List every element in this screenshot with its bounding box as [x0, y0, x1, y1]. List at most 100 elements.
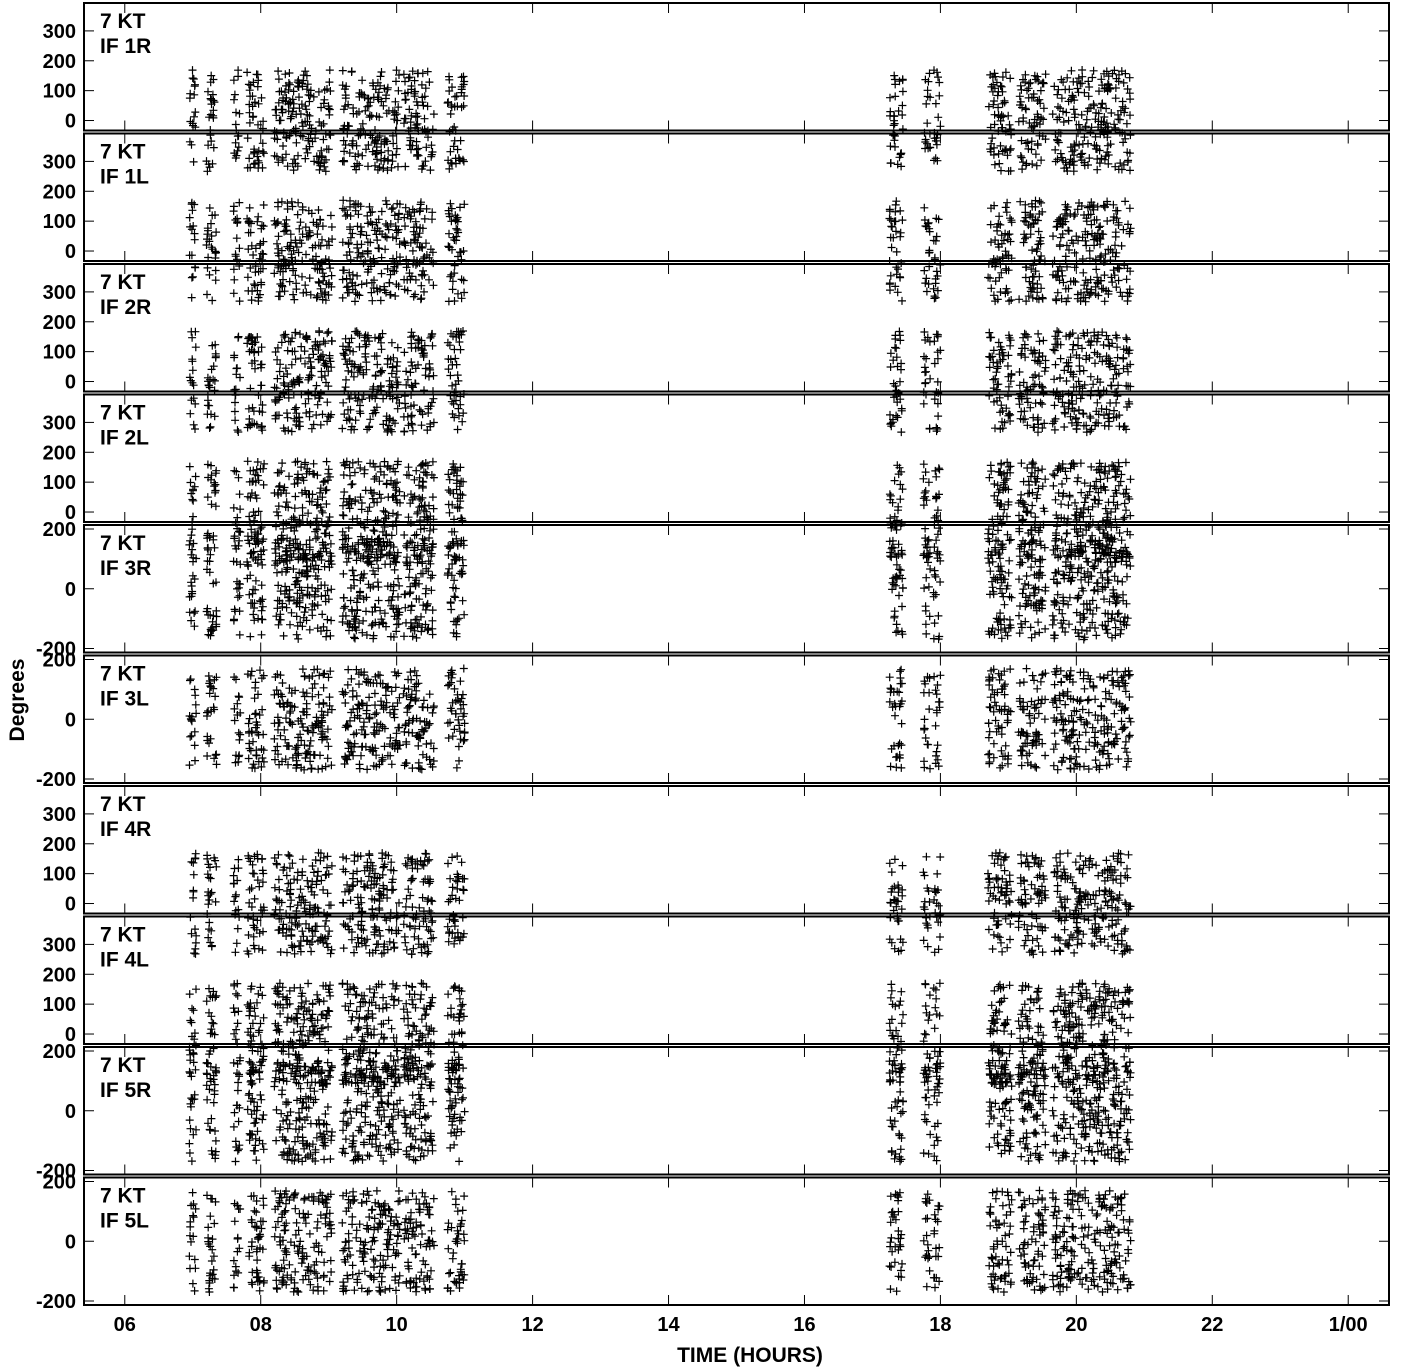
data-point — [338, 424, 347, 433]
data-point — [353, 290, 362, 299]
data-point — [997, 166, 1005, 175]
data-point — [363, 238, 372, 247]
data-point — [346, 255, 355, 264]
data-point — [230, 275, 239, 284]
data-point — [445, 229, 453, 238]
data-point — [404, 463, 413, 472]
data-point — [338, 511, 347, 519]
data-point — [393, 116, 402, 125]
data-point — [390, 108, 399, 117]
data-point — [1016, 81, 1025, 90]
data-point — [1113, 206, 1122, 215]
data-point — [207, 232, 216, 240]
data-point — [1080, 498, 1089, 507]
data-point — [204, 672, 213, 680]
data-point — [1021, 273, 1030, 282]
data-point — [363, 94, 372, 103]
data-point — [1034, 428, 1042, 437]
data-point — [413, 238, 422, 247]
data-point — [420, 253, 429, 261]
data-point — [989, 346, 998, 355]
data-point — [394, 103, 403, 112]
data-point — [412, 633, 421, 642]
data-point — [372, 218, 381, 227]
data-point — [1088, 73, 1097, 82]
data-point — [1091, 144, 1100, 153]
data-point — [400, 348, 409, 357]
data-point — [366, 208, 375, 217]
data-point — [257, 93, 266, 102]
data-point — [379, 164, 388, 173]
data-point — [990, 120, 999, 129]
data-point — [254, 212, 263, 221]
data-point — [421, 84, 430, 93]
data-point — [1059, 278, 1068, 287]
data-point — [991, 236, 1000, 245]
data-point — [325, 78, 334, 87]
data-point — [1005, 297, 1014, 306]
data-point — [250, 148, 259, 157]
data-point — [1062, 474, 1071, 483]
data-point — [1019, 158, 1027, 167]
data-point — [313, 292, 322, 300]
data-point — [1115, 70, 1123, 79]
data-point — [318, 508, 327, 517]
data-point — [1071, 210, 1079, 219]
data-point — [321, 167, 330, 176]
data-point — [1038, 424, 1047, 432]
data-point — [368, 494, 377, 503]
data-point — [1099, 201, 1108, 210]
data-point — [298, 272, 306, 281]
data-point — [1102, 84, 1111, 92]
data-point — [1049, 481, 1058, 490]
data-point — [412, 121, 421, 129]
data-point — [1038, 465, 1047, 474]
data-point — [1067, 564, 1076, 573]
data-point — [1053, 135, 1061, 144]
data-point — [898, 87, 907, 96]
data-point — [1036, 233, 1045, 242]
data-point — [254, 164, 263, 172]
data-point — [311, 134, 320, 143]
data-point — [1015, 368, 1024, 376]
data-point — [1019, 117, 1028, 126]
data-point — [289, 166, 298, 175]
data-point — [254, 99, 263, 108]
data-point — [211, 266, 220, 275]
data-point — [283, 205, 292, 213]
data-point — [372, 146, 381, 155]
data-point — [922, 274, 931, 283]
data-point — [991, 424, 999, 433]
data-point — [414, 69, 423, 78]
data-point — [1091, 255, 1100, 264]
data-point — [1017, 153, 1026, 162]
data-point — [935, 465, 944, 474]
data-point — [394, 210, 403, 219]
data-point — [248, 403, 257, 412]
data-point — [1003, 198, 1012, 207]
data-point — [1092, 108, 1100, 117]
data-point — [1037, 156, 1046, 165]
data-point — [427, 586, 436, 595]
data-point — [886, 548, 895, 557]
data-point — [1111, 94, 1120, 103]
data-point — [207, 683, 216, 692]
data-point — [318, 235, 326, 244]
data-point — [414, 144, 423, 153]
data-point — [931, 572, 940, 581]
data-points — [185, 457, 1135, 567]
data-point — [1056, 354, 1065, 363]
data-point — [1065, 246, 1073, 254]
data-point — [921, 468, 930, 477]
data-point — [994, 103, 1003, 112]
data-point — [1024, 84, 1033, 93]
data-point — [407, 411, 416, 420]
data-point — [998, 73, 1007, 81]
data-point — [450, 136, 459, 145]
data-point — [1039, 389, 1048, 397]
data-point — [1024, 581, 1033, 590]
data-point — [355, 680, 363, 689]
data-point — [454, 228, 463, 237]
data-point — [448, 277, 457, 286]
